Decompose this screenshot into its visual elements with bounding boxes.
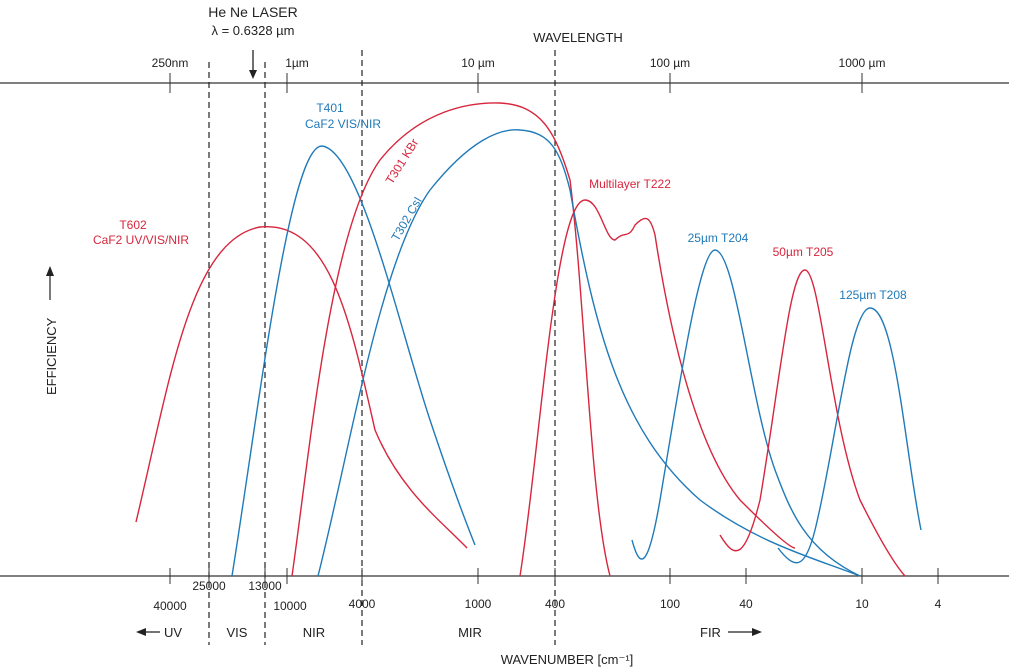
uv-arrowhead (136, 628, 146, 636)
laser-title: He Ne LASER (208, 4, 297, 20)
curve-label: T302 CsI (388, 194, 424, 243)
bottom-tick-label: 25000 (192, 579, 226, 593)
top-tick-label: 1000 µm (839, 56, 886, 70)
region-label: NIR (303, 625, 325, 640)
curve-t602 (135, 226, 468, 549)
region-label: UV (164, 625, 182, 640)
curve-label: T301 KBr (383, 136, 422, 186)
bottom-tick-label: 13000 (248, 579, 282, 593)
bottom-tick-label: 400 (545, 597, 565, 611)
laser-wavelength: λ = 0.6328 µm (211, 23, 294, 38)
bottom-tick-label: 40000 (153, 599, 187, 613)
curve-label: 50µm T205 (773, 245, 834, 259)
curve-detail: CaF2 UV/VIS/NIR (93, 233, 189, 247)
curve-detail: CaF2 VIS/NIR (305, 117, 381, 131)
top-axis-title: WAVELENGTH (533, 30, 623, 45)
curve-t204 (631, 249, 861, 577)
top-tick-label: 1µm (285, 56, 309, 70)
curve-label: T401 (316, 101, 344, 115)
region-label: VIS (227, 625, 248, 640)
bottom-tick-label: 1000 (465, 597, 492, 611)
fir-arrowhead (752, 628, 762, 636)
top-tick-label: 250nm (152, 56, 189, 70)
top-tick-label: 100 µm (650, 56, 690, 70)
curve-t302 (317, 129, 861, 577)
curve-label: T602 (119, 218, 147, 232)
bottom-tick-label: 4 (935, 597, 942, 611)
bottom-tick-label: 4000 (349, 597, 376, 611)
curve-t208 (777, 307, 922, 564)
curve-t205 (719, 269, 906, 577)
region-label: MIR (458, 625, 482, 640)
bottom-tick-label: 40 (739, 597, 753, 611)
curve-label: 25µm T204 (688, 231, 749, 245)
bottom-tick-label: 100 (660, 597, 680, 611)
curve-t222 (519, 199, 796, 577)
y-arrowhead (46, 266, 54, 276)
curve-label: Multilayer T222 (589, 177, 671, 191)
bottom-axis-title: WAVENUMBER [cm⁻¹] (501, 652, 634, 667)
curve-label: 125µm T208 (839, 288, 907, 302)
region-label: FIR (700, 625, 721, 640)
curve-t301 (291, 102, 611, 577)
top-tick-label: 10 µm (461, 56, 495, 70)
bottom-tick-label: 10000 (273, 599, 307, 613)
y-axis-title: EFFICIENCY (44, 317, 59, 395)
curve-t401 (231, 145, 476, 577)
laser-arrowhead (249, 70, 257, 79)
bottom-tick-label: 10 (855, 597, 869, 611)
